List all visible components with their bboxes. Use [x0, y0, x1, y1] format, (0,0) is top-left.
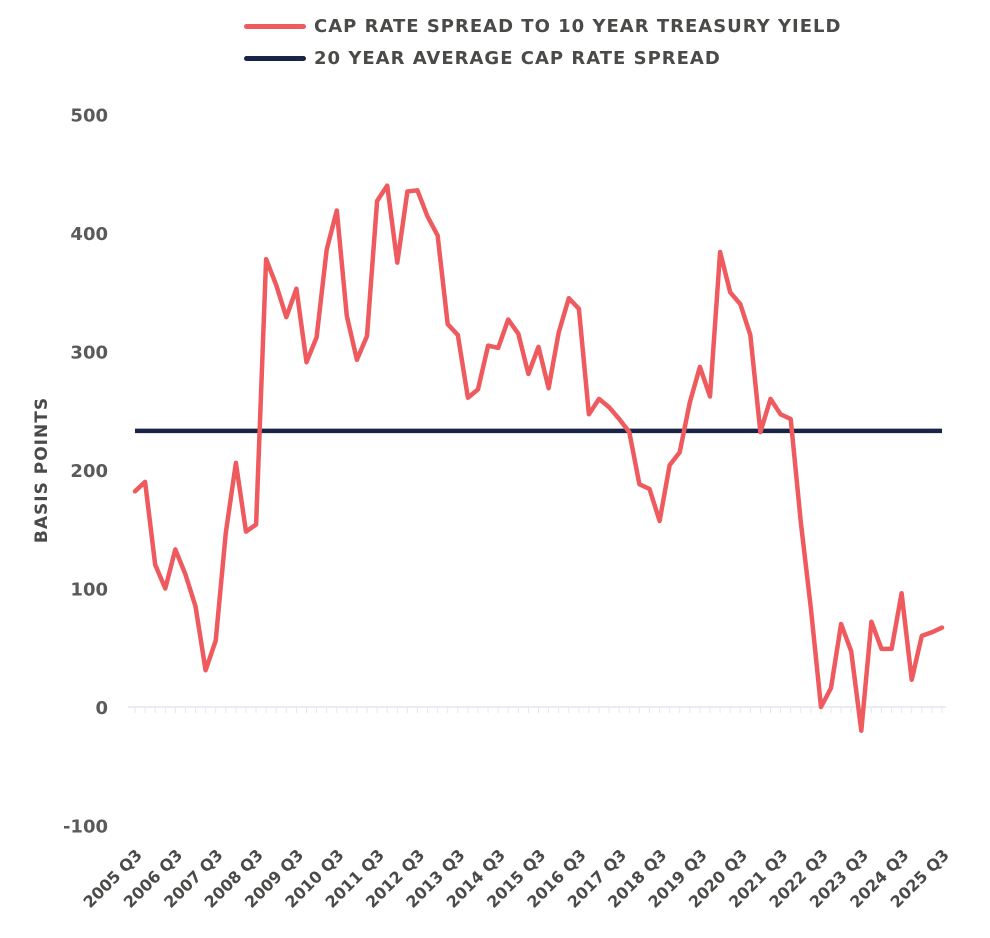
y-tick-label: -100	[63, 817, 108, 838]
y-tick-label: 200	[70, 461, 108, 482]
y-tick-label: 500	[70, 106, 108, 127]
x-axis-baseline	[128, 706, 946, 713]
y-axis-label: BASIS POINTS	[32, 397, 52, 543]
y-axis-ticks: 500 400 300 200 100 0 -100	[63, 106, 108, 838]
legend-swatch-spread	[244, 23, 306, 29]
legend: CAP RATE SPREAD TO 10 YEAR TREASURY YIEL…	[244, 10, 841, 74]
legend-label-average: 20 YEAR AVERAGE CAP RATE SPREAD	[314, 47, 721, 69]
y-tick-label: 0	[95, 698, 108, 719]
legend-label-spread: CAP RATE SPREAD TO 10 YEAR TREASURY YIEL…	[314, 15, 842, 37]
y-tick-label: 100	[70, 580, 108, 601]
series-lines	[132, 183, 945, 733]
y-tick-label: 400	[70, 224, 108, 245]
legend-swatch-average	[244, 55, 306, 61]
series-line-spread	[132, 183, 945, 733]
y-tick-label: 300	[70, 343, 108, 364]
legend-item-spread: CAP RATE SPREAD TO 10 YEAR TREASURY YIEL…	[244, 10, 841, 42]
legend-item-average: 20 YEAR AVERAGE CAP RATE SPREAD	[244, 42, 841, 74]
